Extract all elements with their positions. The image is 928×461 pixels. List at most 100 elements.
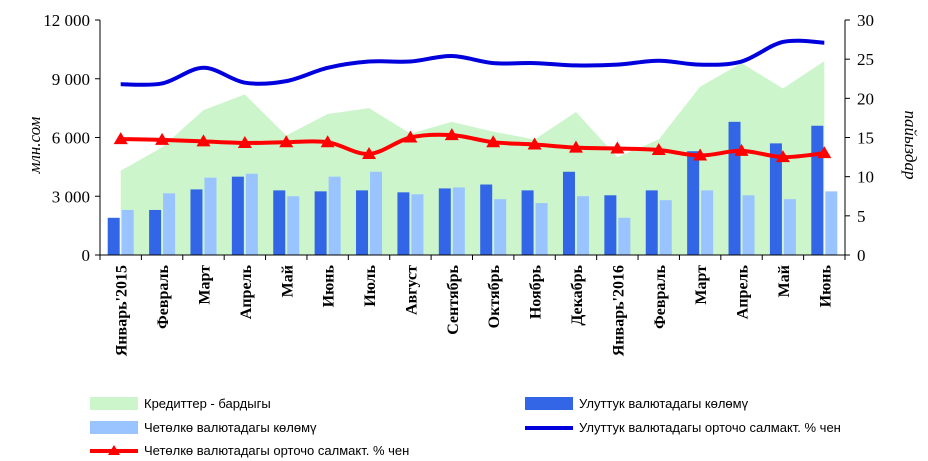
bar-national-volume bbox=[149, 209, 162, 255]
x-tick-label: Июль bbox=[362, 264, 379, 306]
line-swatch-icon bbox=[525, 425, 573, 430]
y-left-tick-label: 6 000 bbox=[52, 129, 90, 148]
point-foreign-rate bbox=[486, 135, 501, 148]
x-tick-label: Апрель bbox=[735, 264, 752, 319]
y-left-tick-label: 0 bbox=[82, 246, 91, 265]
area-total-credits bbox=[120, 61, 825, 255]
x-tick-label: Август bbox=[403, 265, 420, 315]
x-tick-label: Июнь bbox=[321, 264, 338, 307]
bar-national-volume bbox=[438, 188, 451, 255]
plot-area bbox=[107, 38, 838, 255]
point-foreign-rate bbox=[734, 143, 749, 156]
x-tick-label: Январь'2015 bbox=[114, 265, 131, 356]
point-foreign-rate bbox=[279, 135, 294, 148]
bar-foreign-volume bbox=[701, 190, 714, 255]
bar-national-volume bbox=[397, 192, 410, 255]
bar-national-volume bbox=[687, 151, 700, 255]
point-foreign-rate bbox=[444, 128, 459, 141]
point-foreign-rate bbox=[196, 134, 211, 147]
x-tick-label: Июнь bbox=[817, 264, 834, 307]
bar-foreign-volume bbox=[287, 196, 300, 255]
x-axis-labels: Январь'2015 Февраль Март Апрель Май Июнь Июль А… bbox=[114, 264, 835, 356]
point-foreign-rate bbox=[568, 140, 583, 153]
bar-national-volume bbox=[190, 189, 203, 255]
bar-foreign-volume bbox=[535, 203, 548, 255]
x-tick-label: Декабрь bbox=[569, 264, 586, 325]
bar-foreign-volume bbox=[163, 193, 176, 255]
y-left-tick-label: 12 000 bbox=[43, 11, 90, 30]
x-tick-label: Март bbox=[693, 265, 710, 305]
bar-national-volume bbox=[314, 191, 327, 255]
bar-national-volume bbox=[604, 195, 617, 255]
legend-item-foreign-rate: Четөлкө валютадагы орточо салмакт. % чен bbox=[90, 443, 409, 458]
bar-foreign-volume bbox=[576, 196, 589, 255]
legend-label-national-volume: Улуттук валютадагы көлөмү bbox=[579, 396, 749, 411]
point-foreign-rate bbox=[237, 135, 252, 148]
x-tick-label: Октябрь bbox=[486, 264, 503, 328]
x-tick-label: Февраль bbox=[652, 264, 669, 329]
bar-foreign-volume bbox=[825, 191, 838, 255]
bar-foreign-volume bbox=[494, 199, 507, 255]
bar-national-volume bbox=[645, 190, 658, 255]
bar-national-volume bbox=[811, 125, 824, 255]
point-foreign-rate bbox=[155, 132, 170, 145]
x-tick-label: Сентябрь bbox=[445, 264, 462, 334]
bar-swatch-icon bbox=[525, 397, 573, 410]
line-national-rate bbox=[120, 38, 825, 87]
bar-foreign-volume bbox=[742, 195, 755, 255]
point-foreign-rate bbox=[651, 143, 666, 156]
legend-item-foreign-volume: Четөлкө валютадагы көлөмү bbox=[90, 420, 317, 435]
point-foreign-rate bbox=[403, 130, 418, 143]
y-left-tick-label: 9 000 bbox=[52, 70, 90, 89]
y-left-axis-title: млн.сом bbox=[25, 116, 44, 174]
y-right-tick-label: 15 bbox=[857, 129, 874, 148]
axes: 0 3 000 6 000 9 000 12 000 0 5 10 15 20 25 30 bbox=[43, 11, 874, 265]
bar-national-volume bbox=[273, 190, 286, 255]
bar-national-volume bbox=[231, 176, 244, 255]
y-right-tick-label: 10 bbox=[857, 168, 874, 187]
y-right-tick-label: 5 bbox=[857, 207, 866, 226]
bar-national-volume bbox=[480, 184, 493, 255]
x-tick-label: Февраль bbox=[155, 264, 172, 329]
x-tick-label: Май bbox=[776, 265, 793, 297]
bar-foreign-volume bbox=[618, 217, 631, 255]
legend-label-national-rate: Улуттук валютадагы орточо салмакт. % чен bbox=[579, 420, 841, 435]
bar-foreign-volume bbox=[659, 200, 672, 255]
bar-foreign-volume bbox=[783, 199, 796, 255]
point-foreign-rate bbox=[362, 146, 377, 159]
x-tick-label: Март bbox=[196, 265, 213, 305]
bar-national-volume bbox=[521, 190, 534, 255]
point-foreign-rate bbox=[693, 148, 708, 161]
x-tick-label: Май bbox=[279, 265, 296, 297]
x-tick-label: Апрель bbox=[238, 264, 255, 319]
legend-label-foreign-rate: Четөлкө валютадагы орточо салмакт. % чен bbox=[144, 443, 410, 458]
bar-national-volume bbox=[769, 143, 782, 255]
y-right-tick-label: 25 bbox=[857, 50, 874, 69]
area-swatch-icon bbox=[90, 397, 138, 410]
point-foreign-rate bbox=[113, 132, 128, 145]
bar-swatch-icon bbox=[90, 421, 138, 434]
bar-foreign-volume bbox=[452, 187, 465, 255]
bar-foreign-volume bbox=[328, 176, 341, 255]
bar-national-volume bbox=[107, 217, 120, 255]
bar-national-volume bbox=[562, 171, 575, 255]
point-foreign-rate bbox=[610, 141, 625, 154]
point-foreign-rate bbox=[775, 150, 790, 163]
legend-item-national-rate: Улуттук валютадагы орточо салмакт. % чен bbox=[525, 420, 841, 435]
y-right-tick-label: 20 bbox=[857, 89, 874, 108]
bar-foreign-volume bbox=[411, 194, 424, 255]
y-left-tick-label: 3 000 bbox=[52, 187, 90, 206]
y-right-axis-title: пайыздар bbox=[901, 110, 920, 179]
legend-label-foreign-volume: Четөлкө валютадагы көлөмү bbox=[144, 420, 317, 435]
bar-foreign-volume bbox=[121, 209, 134, 255]
y-right-tick-label: 30 bbox=[857, 11, 874, 30]
bar-foreign-volume bbox=[245, 173, 258, 255]
x-tick-label: Ноябрь bbox=[528, 264, 545, 319]
bar-national-volume bbox=[356, 190, 369, 255]
bar-foreign-volume bbox=[370, 171, 383, 255]
bar-foreign-volume bbox=[204, 177, 217, 255]
point-foreign-rate bbox=[320, 135, 335, 148]
legend-item-national-volume: Улуттук валютадагы көлөмү bbox=[525, 396, 748, 411]
point-foreign-rate bbox=[527, 137, 542, 150]
